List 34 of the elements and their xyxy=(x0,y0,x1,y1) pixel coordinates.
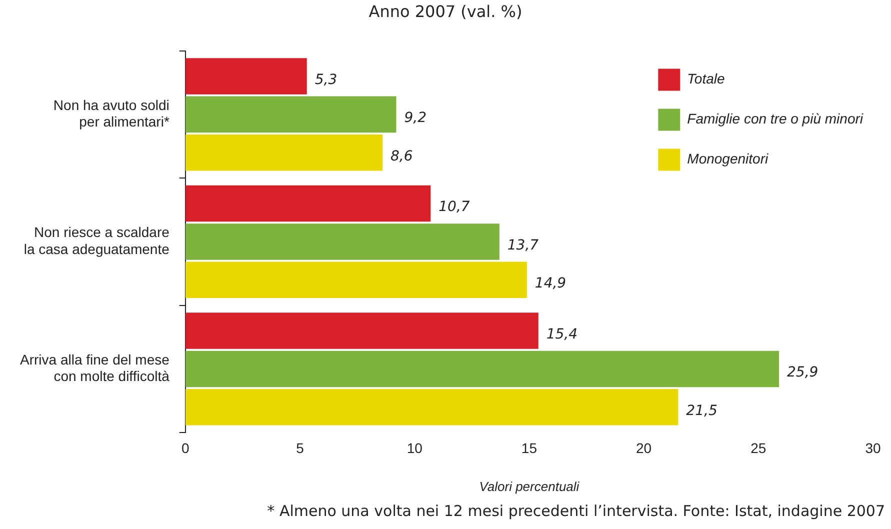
x-tick-label: 15 xyxy=(521,440,538,456)
bar xyxy=(185,262,527,298)
bar xyxy=(185,185,431,222)
data-label: 9,2 xyxy=(404,110,427,126)
data-label: 13,7 xyxy=(507,237,539,254)
chart-title: Anno 2007 (val. %) xyxy=(368,2,524,21)
bar xyxy=(185,224,500,260)
x-tick-label: 20 xyxy=(636,440,652,456)
legend-label: Totale xyxy=(687,70,725,87)
data-label: 14,9 xyxy=(534,276,566,292)
bar xyxy=(185,350,780,388)
bar xyxy=(185,389,678,426)
legend-label: Monogenitori xyxy=(687,150,769,167)
x-tick-label: 5 xyxy=(296,440,304,456)
data-label: 5,3 xyxy=(314,72,338,88)
data-label: 21,5 xyxy=(686,402,718,419)
x-tick-label: 30 xyxy=(865,440,881,456)
data-label: 8,6 xyxy=(390,148,413,164)
bar xyxy=(185,134,383,171)
y-tick-label: Non riesce a scaldare la casa adeguatamente xyxy=(24,224,170,257)
text: * Almeno una volta nei 12 mesi precedenti l’intervista. Fonte: Istat, indagine 2007 xyxy=(267,502,885,520)
x-tick-label: 10 xyxy=(406,440,423,456)
x-tick-label: 25 xyxy=(750,440,766,456)
x-tick-label: 0 xyxy=(182,440,190,456)
y-tick-label: Non ha avuto soldi per alimentari* xyxy=(53,96,170,130)
y-tick-label: Arriva alla fine del mese con molte difficoltà xyxy=(20,351,170,384)
bar xyxy=(185,312,538,349)
data-label: 15,4 xyxy=(546,326,578,342)
bar xyxy=(185,96,396,133)
x-axis-title: Valori percentuali xyxy=(479,478,580,494)
bar xyxy=(185,58,307,94)
data-label: 10,7 xyxy=(438,199,470,216)
legend-label: Famiglie con tre o più minori xyxy=(687,110,864,127)
data-label: 25,9 xyxy=(787,364,818,381)
